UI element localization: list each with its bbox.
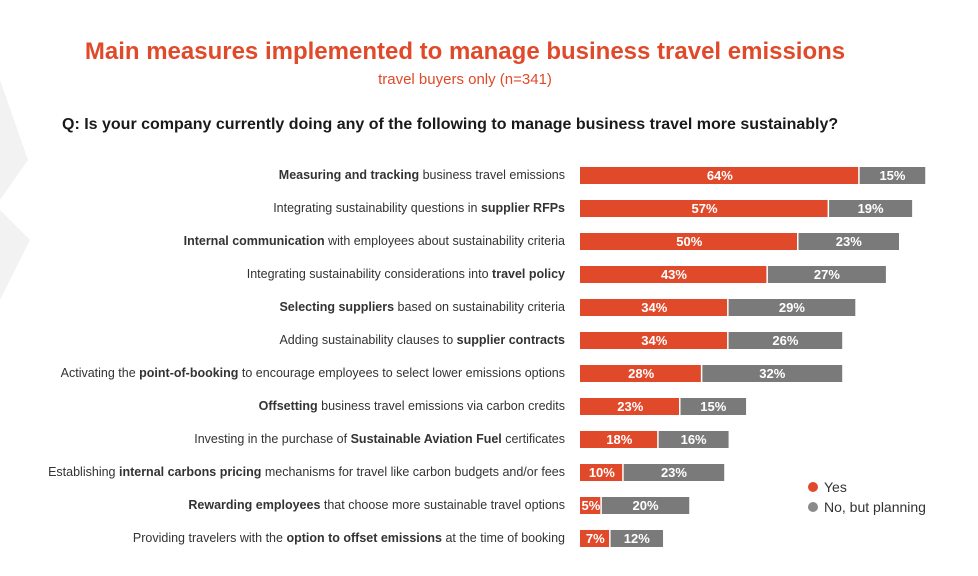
bar-yes xyxy=(580,464,623,481)
legend: Yes No, but planning xyxy=(808,477,926,517)
category-label: Integrating sustainability consideration… xyxy=(246,266,565,281)
legend-label-planning: No, but planning xyxy=(824,499,926,515)
bar-planning xyxy=(702,365,843,382)
data-label-planning: 23% xyxy=(836,234,862,249)
bar-planning xyxy=(767,266,886,283)
data-label-planning: 29% xyxy=(779,300,805,315)
chart-title: Main measures implemented to manage busi… xyxy=(84,38,846,65)
data-label-planning: 27% xyxy=(814,267,840,282)
bar-planning xyxy=(680,398,747,415)
data-label-yes: 10% xyxy=(589,465,615,480)
survey-question: Q: Is your company currently doing any o… xyxy=(62,116,839,133)
data-label-yes: 18% xyxy=(606,432,632,447)
bar-yes xyxy=(580,200,828,217)
data-label-yes: 64% xyxy=(707,168,733,183)
bar-planning xyxy=(829,200,913,217)
data-label-planning: 26% xyxy=(772,333,798,348)
bar-planning xyxy=(623,464,725,481)
category-label: Establishing internal carbons pricing me… xyxy=(48,464,565,479)
data-label-yes: 28% xyxy=(628,366,654,381)
category-label: Measuring and tracking business travel e… xyxy=(278,167,565,182)
bar-planning xyxy=(610,530,664,547)
data-label-planning: 32% xyxy=(759,366,785,381)
category-label: Selecting suppliers based on sustainabil… xyxy=(279,299,565,314)
legend-item-yes: Yes xyxy=(808,477,926,497)
category-label: Activating the point-of-booking to encou… xyxy=(60,365,565,380)
legend-item-planning: No, but planning xyxy=(808,497,926,517)
bar-yes xyxy=(580,365,701,382)
bar-planning xyxy=(859,167,926,184)
category-label: Investing in the purchase of Sustainable… xyxy=(194,431,565,446)
data-label-yes: 50% xyxy=(676,234,702,249)
bar-yes xyxy=(580,332,728,349)
data-label-planning: 16% xyxy=(681,432,707,447)
category-label: Internal communication with employees ab… xyxy=(183,233,565,248)
legend-dot-planning xyxy=(808,502,818,512)
bar-planning xyxy=(728,332,843,349)
data-label-planning: 15% xyxy=(700,399,726,414)
legend-dot-yes xyxy=(808,482,818,492)
data-label-planning: 20% xyxy=(633,498,659,513)
category-label: Adding sustainability clauses to supplie… xyxy=(279,332,565,347)
bar-planning xyxy=(798,233,900,250)
data-label-planning: 12% xyxy=(624,531,650,546)
data-label-yes: 23% xyxy=(617,399,643,414)
data-label-yes: 34% xyxy=(641,333,667,348)
bar-yes xyxy=(580,167,859,184)
category-label: Providing travelers with the option to o… xyxy=(132,530,565,545)
category-label: Offsetting business travel emissions via… xyxy=(258,398,565,413)
legend-label-yes: Yes xyxy=(824,479,847,495)
data-label-yes: 34% xyxy=(641,300,667,315)
chart-subtitle: travel buyers only (n=341) xyxy=(378,71,552,88)
bar-yes xyxy=(580,233,797,250)
data-label-yes: 57% xyxy=(692,201,718,216)
data-label-planning: 23% xyxy=(661,465,687,480)
bar-yes xyxy=(580,266,767,283)
category-label: Integrating sustainability questions in … xyxy=(273,200,565,215)
data-label-planning: 19% xyxy=(858,201,884,216)
bar-planning xyxy=(601,497,690,514)
data-label-yes: 5% xyxy=(582,498,601,513)
bar-yes xyxy=(580,299,728,316)
bar-yes xyxy=(580,398,680,415)
bar-yes xyxy=(580,497,601,514)
bar-yes xyxy=(580,431,658,448)
data-label-yes: 43% xyxy=(661,267,687,282)
data-label-planning: 15% xyxy=(879,168,905,183)
bar-yes xyxy=(580,530,610,547)
category-label: Rewarding employees that choose more sus… xyxy=(188,497,565,512)
decorative-shape xyxy=(0,80,30,300)
data-label-yes: 7% xyxy=(586,531,605,546)
bar-planning xyxy=(728,299,856,316)
bar-planning xyxy=(658,431,729,448)
